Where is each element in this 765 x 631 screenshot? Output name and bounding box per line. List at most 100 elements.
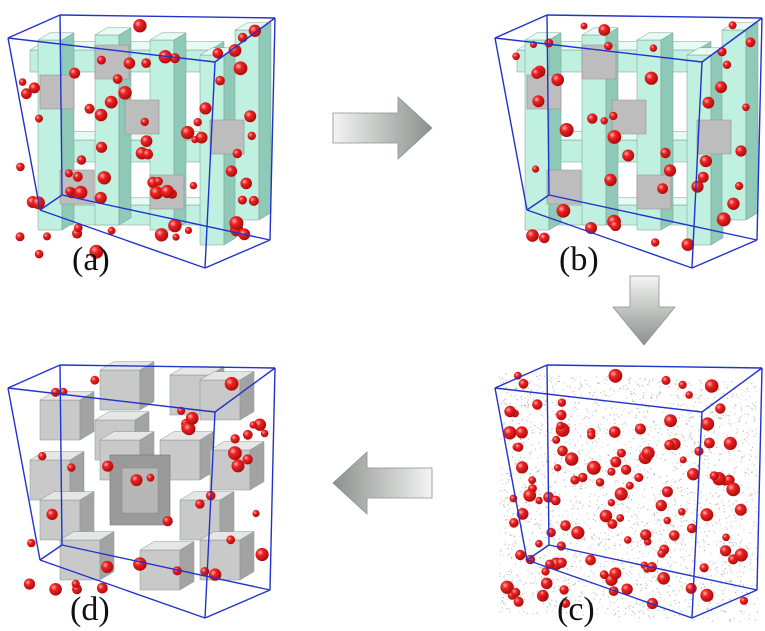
cloud-point: [547, 537, 549, 539]
cloud-point: [622, 572, 624, 574]
box-edge: [7, 387, 216, 413]
particle: [515, 549, 526, 561]
cloud-point: [712, 411, 714, 413]
cloud-point: [748, 487, 750, 489]
cloud-point: [583, 585, 585, 587]
cloud-point: [579, 487, 581, 490]
cloud-point: [612, 536, 614, 538]
cloud-point: [630, 393, 632, 395]
cloud-point: [604, 402, 606, 404]
cloud-point: [707, 608, 709, 610]
cloud-point: [719, 584, 721, 586]
cloud-point: [594, 402, 596, 404]
cloud-point: [605, 505, 607, 507]
cloud-point: [526, 612, 528, 614]
cloud-point: [605, 438, 607, 440]
particle: [172, 233, 180, 241]
cloud-point: [650, 580, 653, 582]
cloud-point: [538, 572, 540, 574]
cloud-point: [678, 403, 680, 405]
cloud-point: [514, 540, 516, 543]
cloud-point: [596, 445, 598, 447]
cloud-point: [531, 594, 534, 597]
cloud-point: [697, 600, 700, 602]
cloud-point: [734, 422, 736, 424]
cloud-point: [619, 544, 621, 546]
cloud-point: [745, 399, 747, 401]
cloud-point: [608, 459, 611, 461]
cloud-point: [546, 574, 548, 577]
particle: [35, 114, 43, 123]
panel-d: (d): [7, 361, 276, 628]
cloud-point: [744, 589, 747, 591]
cloud-point: [729, 599, 731, 601]
cloud-point: [738, 621, 741, 623]
cloud-point: [516, 574, 518, 576]
particle: [133, 557, 147, 571]
cloud-point: [580, 444, 583, 446]
cloud-point: [642, 397, 644, 399]
cloud-point: [568, 470, 570, 472]
cloud-point: [594, 486, 596, 488]
cloud-point: [714, 464, 716, 466]
cloud-point: [504, 574, 506, 576]
cloud-point: [586, 512, 588, 514]
cloud-point: [633, 392, 635, 394]
particle: [112, 74, 123, 84]
cloud-point: [748, 443, 750, 445]
cloud-point: [509, 608, 511, 610]
cloud-point: [502, 602, 504, 604]
cloud-point: [632, 477, 634, 479]
cloud-point: [563, 608, 565, 611]
cloud-point: [588, 421, 591, 423]
cloud-point: [580, 488, 583, 490]
cloud-point: [506, 491, 508, 493]
cloud-point: [628, 480, 630, 482]
cloud-point: [569, 588, 571, 591]
cloud-point: [706, 535, 708, 537]
cloud-point: [674, 481, 676, 483]
cloud-point: [710, 607, 713, 609]
cloud-point: [598, 425, 600, 427]
cloud-point: [582, 604, 584, 606]
particle: [717, 47, 727, 57]
cloud-point: [527, 399, 529, 401]
cloud-point: [554, 461, 557, 463]
particle: [247, 131, 256, 141]
cloud-point: [663, 605, 665, 607]
cloud-point: [674, 498, 676, 500]
cloud-point: [718, 417, 720, 419]
cloud-point: [540, 422, 542, 424]
cloud-point: [734, 586, 736, 588]
cloud-point: [731, 582, 733, 584]
cloud-point: [745, 512, 747, 514]
particle: [734, 503, 747, 516]
cloud-point: [681, 433, 683, 436]
cloud-point: [719, 388, 721, 390]
cloud-point: [542, 424, 544, 426]
cloud-point: [552, 510, 554, 512]
cloud-point: [648, 443, 650, 445]
cloud-point: [528, 521, 530, 523]
cloud-point: [561, 612, 563, 614]
cloud-point: [606, 376, 608, 378]
cloud-point: [609, 414, 611, 416]
cloud-point: [684, 440, 686, 442]
cloud-point: [624, 460, 626, 462]
cloud-point: [659, 511, 661, 513]
cloud-point: [600, 487, 602, 489]
cloud-point: [505, 398, 507, 400]
cloud-point: [652, 514, 654, 516]
cloud-point: [635, 459, 638, 461]
cloud-point: [502, 467, 504, 469]
cloud-point: [741, 395, 743, 397]
cloud-point: [650, 468, 652, 470]
cloud-point: [703, 445, 705, 447]
cloud-point: [644, 469, 646, 471]
cloud-point: [534, 502, 536, 504]
cloud-point: [574, 379, 576, 381]
box-edge: [39, 544, 63, 561]
cloud-point: [662, 558, 665, 560]
cloud-point: [542, 415, 544, 417]
cloud-point: [604, 612, 607, 614]
